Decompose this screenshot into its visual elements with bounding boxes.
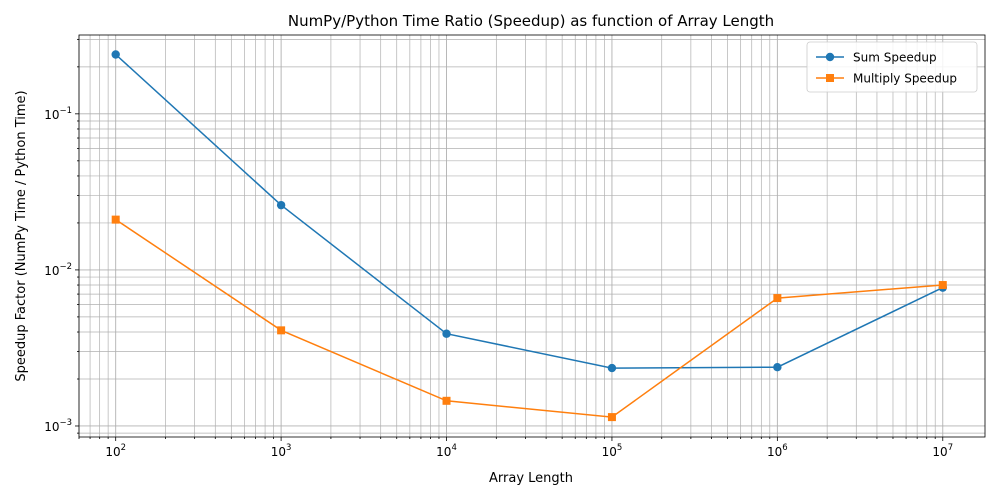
- data-point-square: [111, 215, 120, 224]
- data-point-circle: [276, 200, 286, 210]
- series-2: [111, 215, 947, 422]
- y-tick-label: 10−3: [44, 418, 72, 434]
- data-point-circle: [607, 363, 617, 373]
- legend-label: Multiply Speedup: [853, 72, 957, 86]
- x-axis-label: Array Length: [489, 471, 573, 486]
- axis-ticks: 102 103 104 105 106 107 10−3 10−2 10−1: [44, 38, 953, 459]
- data-point-circle: [773, 363, 782, 372]
- series-line: [115, 53, 944, 369]
- data-point-circle: [111, 50, 120, 59]
- x-tick-label: 104: [436, 443, 457, 459]
- legend-marker-circle: [825, 52, 835, 62]
- data-point-square: [442, 396, 451, 405]
- data-point-circle: [442, 329, 451, 338]
- x-tick-label: 103: [271, 443, 292, 459]
- series-line: [115, 218, 943, 418]
- x-tick-label: 105: [602, 443, 623, 459]
- series-1: [111, 50, 947, 373]
- x-tick-label: 102: [105, 443, 126, 459]
- legend-item: Multiply Speedup: [816, 72, 957, 86]
- legend-box: [806, 41, 978, 93]
- series-layer: [111, 50, 947, 422]
- y-axis-label: Speedup Factor (NumPy Time / Python Time…: [14, 90, 29, 381]
- y-tick-label: 10−2: [44, 262, 72, 278]
- legend: Sum Speedup Multiply Speedup: [806, 41, 978, 93]
- data-point-square: [277, 326, 286, 335]
- legend-item: Sum Speedup: [816, 51, 937, 65]
- plot-frame: [78, 34, 986, 438]
- x-tick-label: 106: [767, 443, 788, 459]
- y-tick-label: 10−1: [44, 106, 72, 122]
- data-point-square: [773, 294, 782, 303]
- data-point-square: [938, 281, 947, 290]
- legend-label: Sum Speedup: [853, 51, 937, 65]
- x-tick-label: 107: [932, 443, 953, 459]
- grid: [78, 35, 985, 437]
- chart-title: NumPy/Python Time Ratio (Speedup) as fun…: [288, 12, 774, 30]
- data-point-square: [607, 413, 616, 422]
- legend-marker-square: [826, 74, 834, 82]
